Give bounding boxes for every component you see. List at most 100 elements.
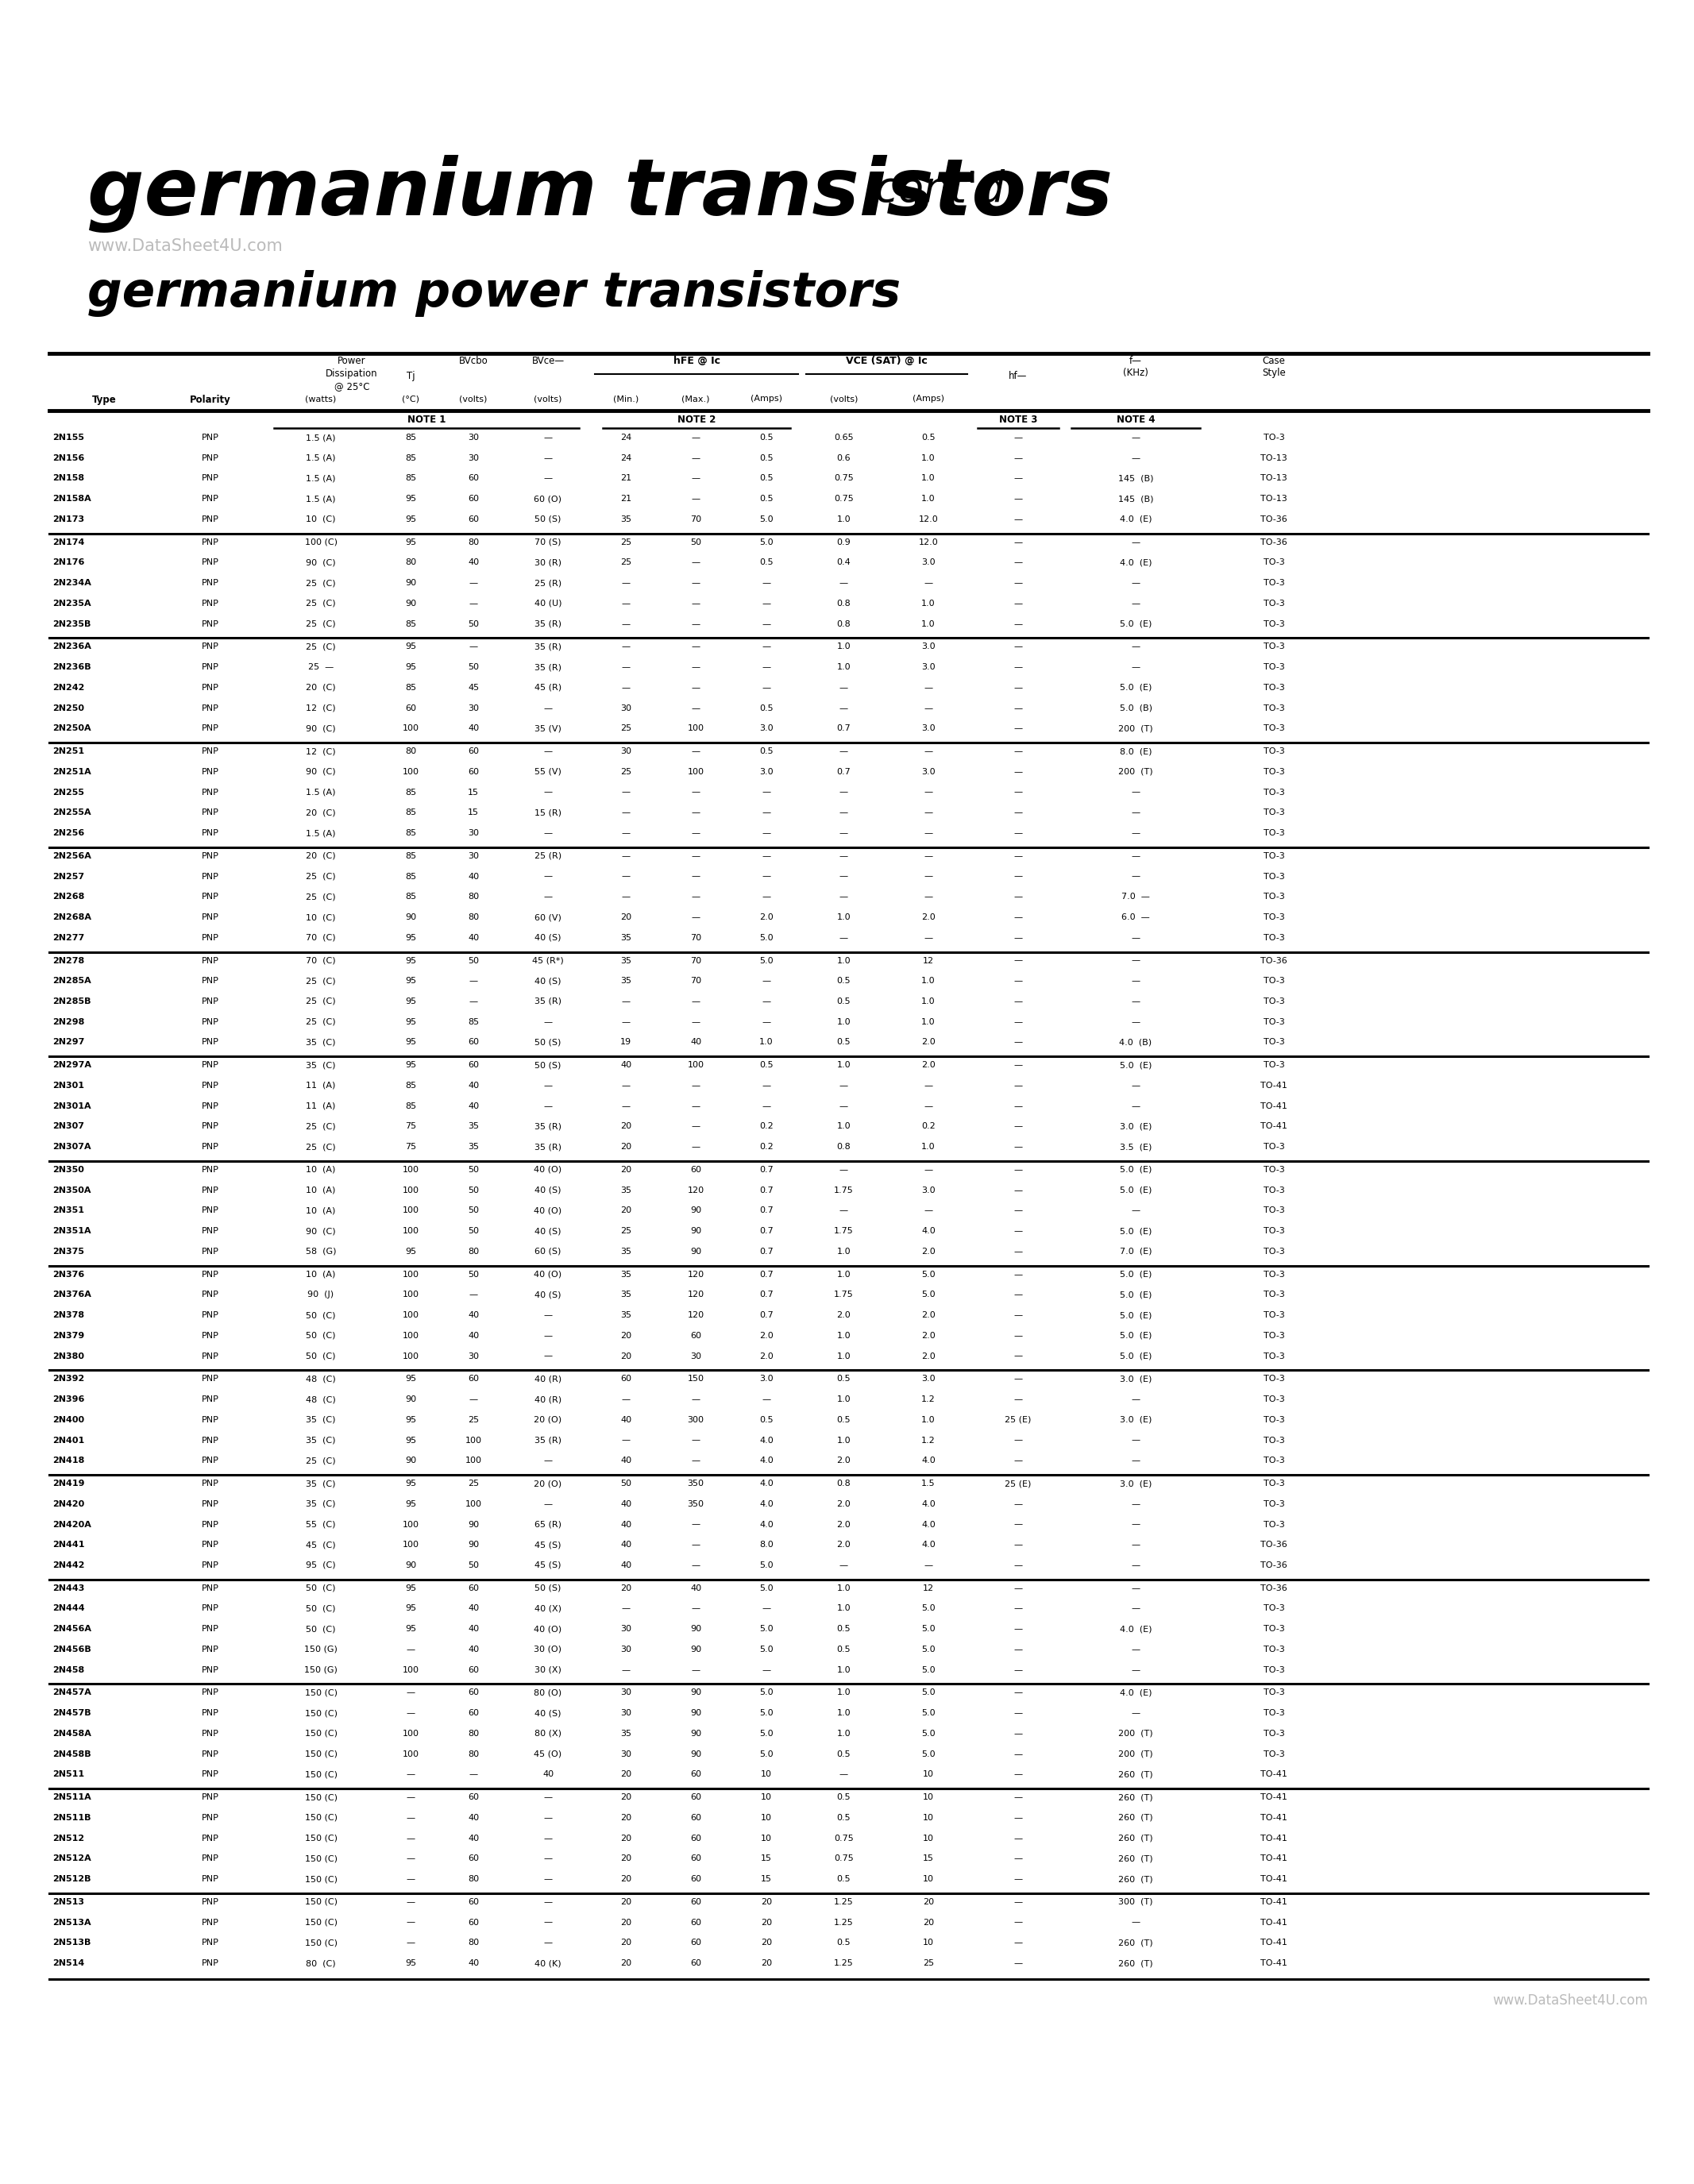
Text: 45 (S): 45 (S) xyxy=(535,1562,561,1570)
Text: 25  (C): 25 (C) xyxy=(307,1123,335,1131)
Text: 90: 90 xyxy=(689,1688,701,1697)
Text: —: — xyxy=(544,1457,552,1465)
Text: 50  (C): 50 (C) xyxy=(307,1310,335,1319)
Text: 1.0: 1.0 xyxy=(837,1018,850,1026)
Text: 260  (T): 260 (T) xyxy=(1118,1835,1154,1843)
Text: 50  (C): 50 (C) xyxy=(307,1583,335,1592)
Text: 35 (R): 35 (R) xyxy=(535,620,561,629)
Text: —: — xyxy=(407,1835,415,1843)
Text: TO-3: TO-3 xyxy=(1264,725,1284,732)
Text: PNP: PNP xyxy=(202,1061,219,1070)
Text: —: — xyxy=(1013,725,1023,732)
Text: —: — xyxy=(1013,1749,1023,1758)
Text: —: — xyxy=(1013,1835,1023,1843)
Text: —: — xyxy=(691,788,700,797)
Text: 2N236B: 2N236B xyxy=(53,664,91,670)
Text: 95: 95 xyxy=(405,642,417,651)
Text: 2N350: 2N350 xyxy=(53,1166,85,1173)
Text: —: — xyxy=(762,808,771,817)
Text: 15: 15 xyxy=(468,808,479,817)
Text: —: — xyxy=(1013,435,1023,441)
Text: 3.5  (E): 3.5 (E) xyxy=(1120,1142,1152,1151)
Text: 2N297: 2N297 xyxy=(53,1037,85,1046)
Text: —: — xyxy=(1013,1959,1023,1968)
Text: 25 (E): 25 (E) xyxy=(1005,1479,1032,1487)
Text: —: — xyxy=(1013,1018,1023,1026)
Text: —: — xyxy=(1132,1081,1140,1090)
Text: —: — xyxy=(544,1835,552,1843)
Text: 4.0  (E): 4.0 (E) xyxy=(1120,559,1152,566)
Text: 260  (T): 260 (T) xyxy=(1118,1876,1154,1883)
Text: 20: 20 xyxy=(761,1959,772,1968)
Text: —: — xyxy=(762,1666,771,1673)
Text: —: — xyxy=(407,1876,415,1883)
Text: 10: 10 xyxy=(923,1876,933,1883)
Text: 150 (C): 150 (C) xyxy=(305,1854,337,1863)
Text: —: — xyxy=(762,664,771,670)
Text: 85: 85 xyxy=(405,893,417,900)
Text: 0.7: 0.7 xyxy=(759,1208,774,1214)
Text: 150 (C): 150 (C) xyxy=(305,1918,337,1926)
Text: 0.8: 0.8 xyxy=(837,601,850,607)
Text: 1.0: 1.0 xyxy=(837,1666,850,1673)
Text: 0.5: 0.5 xyxy=(759,1415,774,1424)
Text: 100: 100 xyxy=(401,1208,418,1214)
Text: 2N156: 2N156 xyxy=(53,454,85,463)
Text: 2N297A: 2N297A xyxy=(53,1061,91,1070)
Text: —: — xyxy=(762,1103,771,1109)
Text: 25: 25 xyxy=(468,1479,479,1487)
Text: 5.0: 5.0 xyxy=(922,1666,935,1673)
Text: 2.0: 2.0 xyxy=(837,1542,850,1548)
Text: —: — xyxy=(691,684,700,692)
Text: 4.0  (E): 4.0 (E) xyxy=(1120,1688,1152,1697)
Text: —: — xyxy=(923,808,933,817)
Text: 0.75: 0.75 xyxy=(833,474,854,483)
Text: —: — xyxy=(923,703,933,712)
Text: 12  (C): 12 (C) xyxy=(307,703,335,712)
Text: 0.5: 0.5 xyxy=(837,1415,850,1424)
Text: 24: 24 xyxy=(620,435,632,441)
Text: 2N513B: 2N513B xyxy=(53,1939,91,1946)
Text: 90: 90 xyxy=(689,1730,701,1738)
Text: 20: 20 xyxy=(620,1142,632,1151)
Text: 90: 90 xyxy=(689,1227,701,1236)
Text: www.DataSheet4U.com: www.DataSheet4U.com xyxy=(88,238,283,253)
Text: —: — xyxy=(407,1710,415,1717)
Text: 100: 100 xyxy=(464,1437,481,1444)
Text: —: — xyxy=(1013,664,1023,670)
Text: 2N420A: 2N420A xyxy=(53,1520,91,1529)
Text: 0.7: 0.7 xyxy=(759,1271,774,1278)
Text: 5.0: 5.0 xyxy=(759,537,774,546)
Text: hf—: hf— xyxy=(1010,371,1028,382)
Text: 35: 35 xyxy=(620,1310,632,1319)
Text: 2N511A: 2N511A xyxy=(53,1793,91,1802)
Text: 90: 90 xyxy=(468,1542,479,1548)
Text: PNP: PNP xyxy=(202,1605,219,1612)
Text: —: — xyxy=(622,684,630,692)
Text: 1.0: 1.0 xyxy=(837,1247,850,1256)
Text: 25: 25 xyxy=(468,1415,479,1424)
Text: 35 (R): 35 (R) xyxy=(535,1142,561,1151)
Text: 80: 80 xyxy=(405,559,417,566)
Text: —: — xyxy=(1013,1166,1023,1173)
Text: —: — xyxy=(1013,1645,1023,1653)
Text: 2N307: 2N307 xyxy=(53,1123,85,1131)
Text: 90  (C): 90 (C) xyxy=(307,559,335,566)
Text: 40 (S): 40 (S) xyxy=(535,1710,561,1717)
Text: 20: 20 xyxy=(620,1352,632,1361)
Text: 35  (C): 35 (C) xyxy=(307,1437,335,1444)
Text: 2.0: 2.0 xyxy=(759,1352,774,1361)
Text: TO-3: TO-3 xyxy=(1264,1415,1284,1424)
Text: PNP: PNP xyxy=(202,1793,219,1802)
Text: TO-41: TO-41 xyxy=(1260,1876,1287,1883)
Text: —: — xyxy=(1132,1500,1140,1507)
Text: 300: 300 xyxy=(688,1415,705,1424)
Text: 2N513A: 2N513A xyxy=(53,1918,91,1926)
Text: TO-3: TO-3 xyxy=(1264,1376,1284,1382)
Text: 45 (R): 45 (R) xyxy=(534,684,561,692)
Text: —: — xyxy=(1132,852,1140,860)
Text: 80: 80 xyxy=(468,893,479,900)
Text: 5.0: 5.0 xyxy=(922,1625,935,1634)
Text: 25  (C): 25 (C) xyxy=(307,1457,335,1465)
Text: 0.4: 0.4 xyxy=(837,559,850,566)
